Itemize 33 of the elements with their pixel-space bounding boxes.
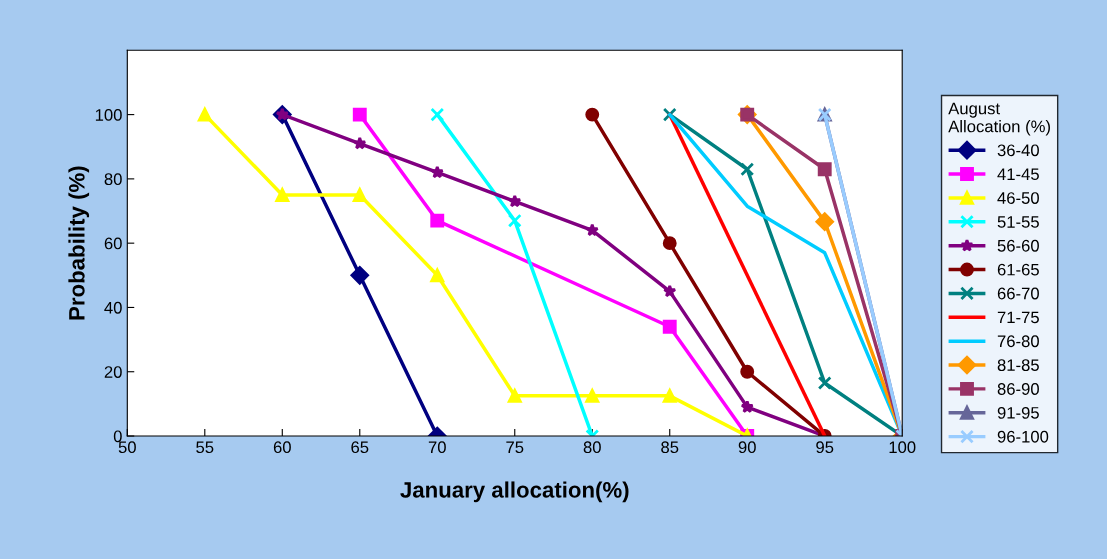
x-tick-label: 100 bbox=[889, 441, 916, 454]
x-tick-label: 50 bbox=[118, 441, 136, 454]
legend-label: 41-45 bbox=[997, 168, 1039, 181]
legend-label: 81-85 bbox=[997, 359, 1039, 372]
x-tick-label: 90 bbox=[738, 441, 756, 454]
legend-label: 71-75 bbox=[997, 311, 1039, 324]
x-tick-label: 70 bbox=[428, 441, 446, 454]
legend-label: 76-80 bbox=[997, 335, 1039, 348]
legend-label: 96-100 bbox=[997, 430, 1049, 443]
x-tick-label: 75 bbox=[506, 441, 524, 454]
legend-label: 86-90 bbox=[997, 383, 1039, 395]
legend-label: 61-65 bbox=[997, 263, 1039, 276]
legend-title: August Allocation (%) bbox=[948, 102, 1050, 136]
x-tick-label: 55 bbox=[196, 441, 214, 454]
x-tick-label: 65 bbox=[351, 441, 369, 454]
legend-label: 91-95 bbox=[997, 406, 1039, 419]
y-tick-label: 40 bbox=[104, 301, 122, 314]
y-tick-label: 20 bbox=[104, 366, 122, 378]
x-tick-label: 85 bbox=[661, 441, 679, 454]
y-axis-title: Probability (%) bbox=[68, 166, 90, 320]
legend-label: 36-40 bbox=[997, 144, 1039, 157]
x-axis-title: January allocation(%) bbox=[400, 481, 629, 503]
legend-label: 51-55 bbox=[997, 216, 1039, 228]
y-tick-label: 80 bbox=[104, 173, 122, 186]
y-tick-label: 0 bbox=[113, 430, 122, 443]
x-tick-label: 95 bbox=[816, 441, 834, 454]
x-tick-label: 60 bbox=[273, 441, 291, 454]
y-tick-label: 60 bbox=[104, 237, 122, 250]
y-tick-label: 100 bbox=[95, 109, 122, 121]
x-tick-label: 80 bbox=[583, 441, 601, 454]
legend-label: 46-50 bbox=[997, 192, 1039, 204]
legend-label: 56-60 bbox=[997, 239, 1039, 252]
legend-label: 66-70 bbox=[997, 287, 1039, 300]
